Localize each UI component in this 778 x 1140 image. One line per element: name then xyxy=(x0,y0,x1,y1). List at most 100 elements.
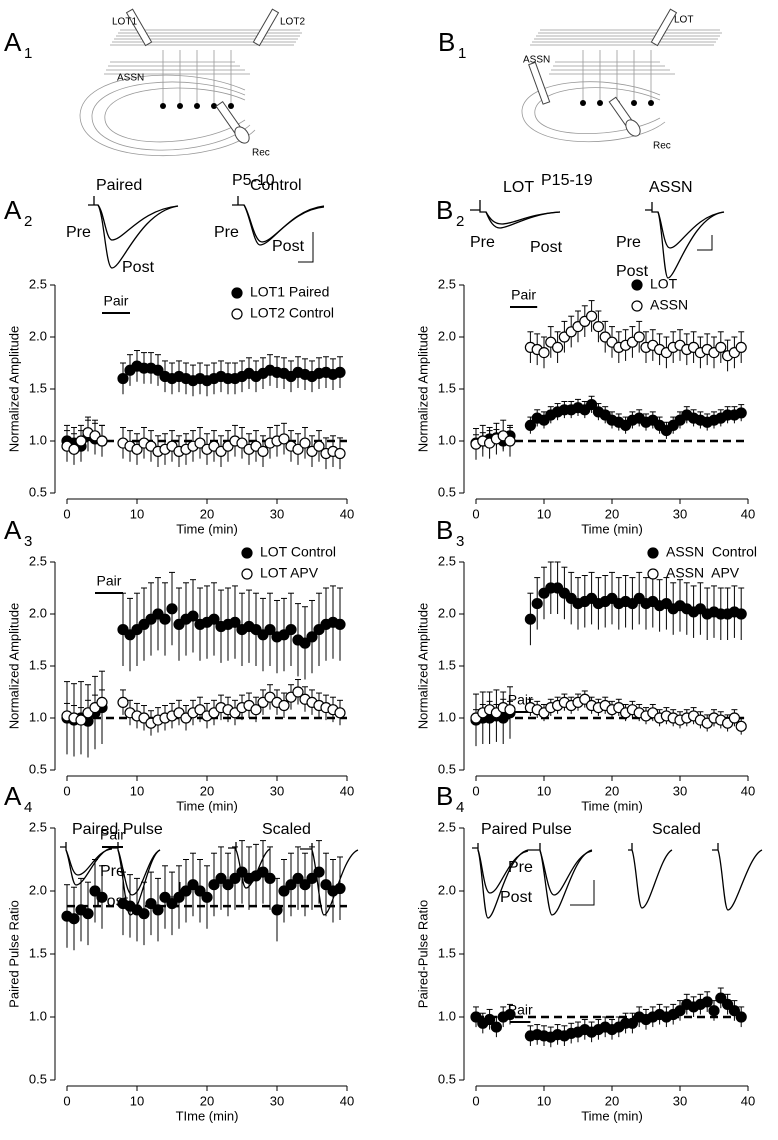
x-tick-label: 20 xyxy=(200,1093,214,1108)
data-point xyxy=(229,872,241,885)
data-point xyxy=(299,879,311,891)
chart: 0.5 1.0 1.5 2.0 2.5 0 10 20 30 40 Time (min) Normal… xyxy=(415,544,757,814)
data-point xyxy=(222,879,234,891)
data-point xyxy=(278,699,290,712)
trace-label: LOT xyxy=(503,179,534,196)
pair-label: Pair xyxy=(97,573,122,589)
traces-a4: Paired Pulse Scaled Pre Post xyxy=(60,821,359,916)
data-point xyxy=(715,341,727,353)
x-tick-label: 10 xyxy=(130,506,144,521)
x-tick-label: 40 xyxy=(340,1093,354,1108)
y-tick-label: 0.5 xyxy=(438,761,456,776)
fibers xyxy=(79,29,302,156)
data-point xyxy=(728,712,741,724)
legend-marker xyxy=(631,279,643,291)
x-tick-label: 40 xyxy=(340,783,354,798)
x-axis-label: TIme (min) xyxy=(176,1108,239,1123)
data-point xyxy=(701,996,713,1008)
y-axis-label: Normalized Amplitude xyxy=(6,603,21,729)
y-tick-label: 2.0 xyxy=(29,605,47,620)
data-point xyxy=(194,704,206,716)
trace xyxy=(712,843,763,911)
y-axis-label: Normalized Amplitude xyxy=(6,326,21,452)
x-tick-label: 20 xyxy=(605,783,619,798)
panel-letter: A xyxy=(4,27,22,57)
x-tick-label: 30 xyxy=(673,506,687,521)
trace-label: Scaled xyxy=(652,821,701,838)
y-axis-label: Normalized Amplitude xyxy=(415,326,430,452)
x-tick-label: 10 xyxy=(130,1093,144,1108)
data-point xyxy=(68,913,80,925)
data-point xyxy=(117,373,129,385)
fibers xyxy=(521,29,722,143)
x-tick-label: 20 xyxy=(605,506,619,521)
trace xyxy=(472,843,593,919)
trace xyxy=(485,211,561,225)
data-point xyxy=(728,1005,741,1017)
data-point xyxy=(484,1013,496,1026)
panel-sub: 4 xyxy=(456,799,464,816)
pair-label: Pair xyxy=(100,827,125,843)
data-point xyxy=(159,613,171,625)
trace xyxy=(88,196,179,269)
panel-letter: A xyxy=(4,515,22,545)
data-point xyxy=(159,891,171,903)
data-point xyxy=(194,885,206,897)
diagram-label: ASSN xyxy=(523,55,550,66)
trace xyxy=(228,842,271,889)
data-point xyxy=(551,341,564,353)
age-label: P5-10 xyxy=(232,172,275,189)
legend-label: ASSN APV xyxy=(666,565,740,581)
trace-label: ASSN xyxy=(649,179,693,196)
data-point xyxy=(334,366,346,378)
data-point xyxy=(278,885,290,897)
x-axis-label: Time (min) xyxy=(176,521,238,536)
diagram-label: LOT2 xyxy=(280,17,305,28)
data-point xyxy=(538,347,550,359)
data-point xyxy=(626,1017,639,1029)
legend-marker xyxy=(241,568,253,580)
data-point xyxy=(306,872,318,885)
data-point xyxy=(735,1011,747,1023)
data-point xyxy=(236,437,248,449)
data-point xyxy=(152,364,164,376)
y-tick-label: 2.0 xyxy=(438,328,456,343)
pair-label: Pair xyxy=(104,293,129,309)
x-tick-label: 10 xyxy=(130,783,144,798)
trace-label: Pre xyxy=(66,224,91,241)
data-point xyxy=(131,443,143,455)
trace-label: Paired Pulse xyxy=(72,821,163,838)
legend-marker xyxy=(231,287,243,299)
y-tick-label: 2.0 xyxy=(29,328,47,343)
diagram-label: Rec xyxy=(252,148,270,159)
x-tick-label: 10 xyxy=(537,506,551,521)
x-tick-label: 10 xyxy=(537,1093,551,1108)
trace-label: Post xyxy=(272,238,305,255)
age-label: P15-19 xyxy=(541,172,593,189)
y-tick-label: 2.5 xyxy=(29,553,47,568)
trace-label: Pre xyxy=(470,234,495,251)
x-tick-label: 40 xyxy=(741,1093,755,1108)
data-point xyxy=(257,866,269,878)
y-tick-label: 0.5 xyxy=(29,1071,47,1086)
y-tick-label: 1.5 xyxy=(438,945,456,960)
data-point xyxy=(320,879,332,891)
x-tick-label: 20 xyxy=(200,506,214,521)
data-point xyxy=(89,885,101,897)
trace-label: Paired xyxy=(96,177,142,194)
data-point xyxy=(334,447,346,460)
data-point xyxy=(490,1021,502,1033)
x-tick-label: 0 xyxy=(63,1093,70,1108)
data-point xyxy=(633,331,645,343)
data-point xyxy=(271,904,283,916)
x-tick-label: 30 xyxy=(270,783,284,798)
data-point xyxy=(215,872,227,885)
data-point xyxy=(735,407,747,419)
panel-sub: 1 xyxy=(458,45,466,62)
data-point xyxy=(152,904,164,916)
panel-sub: 1 xyxy=(24,45,32,62)
data-point xyxy=(524,419,537,431)
neurons xyxy=(160,103,234,109)
trace-label: Post xyxy=(122,259,155,276)
panel-sub: 2 xyxy=(456,213,464,230)
